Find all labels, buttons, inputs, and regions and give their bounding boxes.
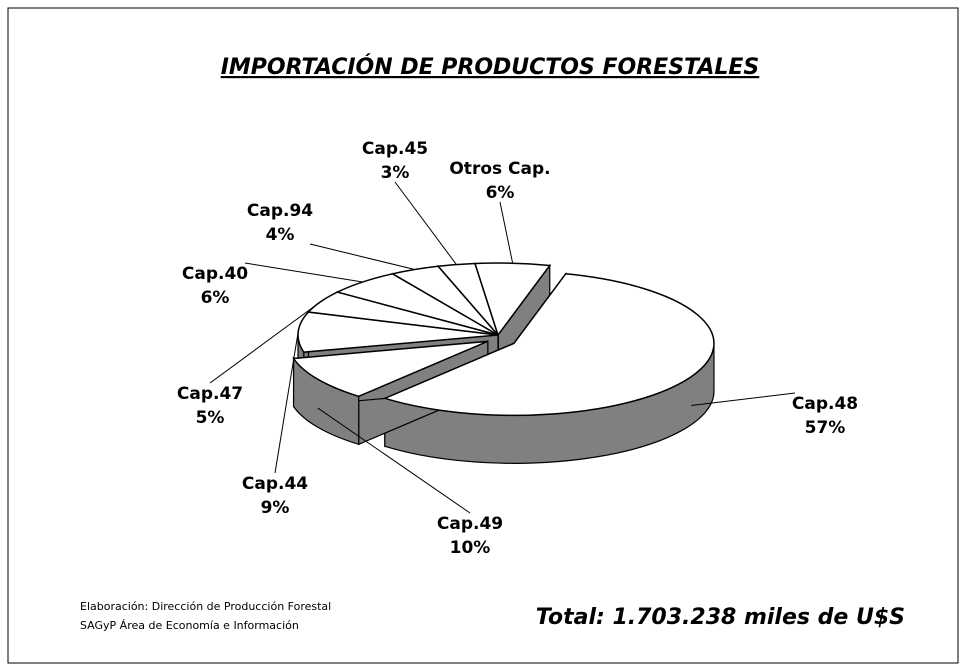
slice-value-label: 9% <box>261 498 290 518</box>
leader-line <box>309 243 415 271</box>
leader-line <box>244 262 363 283</box>
slice <box>473 262 552 337</box>
slice-value-label: 6% <box>486 183 515 203</box>
slice-label: Cap.40 <box>182 264 248 284</box>
slice <box>297 311 499 353</box>
leader-line <box>274 331 299 474</box>
slice-label: Cap.44 <box>242 474 308 494</box>
slice-label: Cap.49 <box>437 514 503 534</box>
slice-value-label: 10% <box>450 538 491 558</box>
leader-line <box>499 201 514 264</box>
leader-line <box>209 301 322 384</box>
note: SAGyP Área de Economía e Información <box>80 619 299 632</box>
chart-title: IMPORTACIÓN DE PRODUCTOS FORESTALES <box>221 54 760 80</box>
slice-value-label: 3% <box>381 163 410 183</box>
slice-value-label: 57% <box>805 418 846 438</box>
slice-value-label: 4% <box>266 225 295 245</box>
leader-line <box>691 392 796 406</box>
slice-label: Cap.45 <box>362 139 428 159</box>
leader-line <box>394 181 457 265</box>
slice-label: Cap.48 <box>792 394 858 414</box>
leader-line <box>317 407 471 514</box>
slice-label: Otros Cap. <box>449 159 550 179</box>
note: Elaboración: Dirección de Producción For… <box>80 600 331 613</box>
slice <box>382 273 715 417</box>
slice-label: Cap.94 <box>247 201 313 221</box>
total: Total: 1.703.238 miles de U$S <box>536 605 905 630</box>
slice <box>292 340 489 398</box>
slice-value-label: 5% <box>196 408 225 428</box>
slice-label: Cap.47 <box>177 384 243 404</box>
slice-value-label: 6% <box>201 288 230 308</box>
